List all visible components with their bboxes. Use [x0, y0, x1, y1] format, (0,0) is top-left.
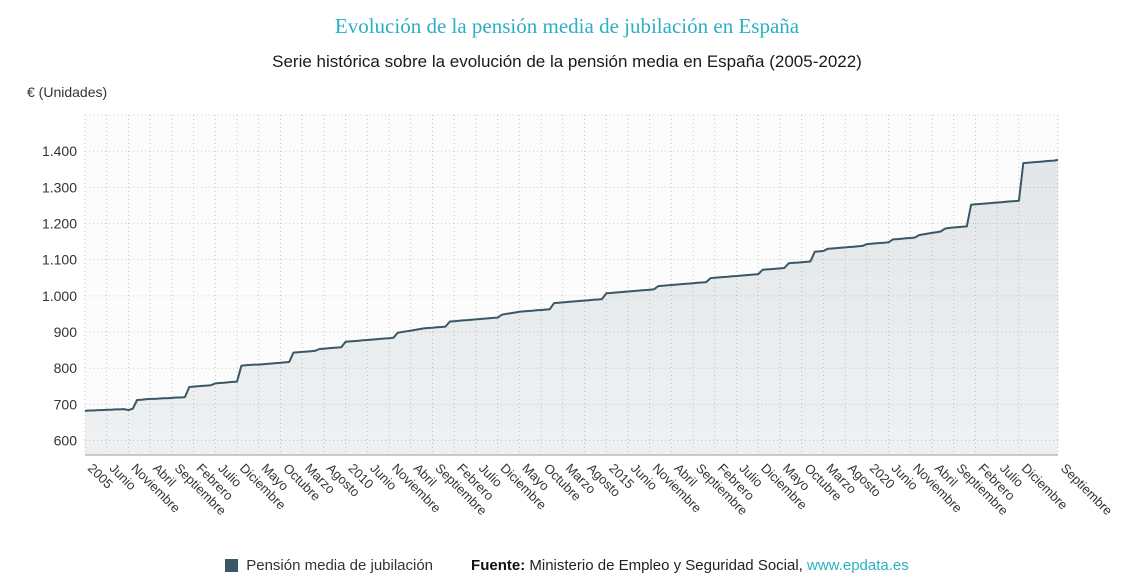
y-axis-label: 1.300 — [42, 179, 77, 195]
source-attribution: Fuente: Ministerio de Empleo y Seguridad… — [471, 557, 909, 574]
y-axis-label: 700 — [54, 396, 78, 412]
y-axis-label: 1.200 — [42, 216, 77, 232]
legend-label: Pensión media de jubilación — [246, 557, 434, 574]
source-link[interactable]: www.epdata.es — [807, 557, 909, 574]
y-axis-label: 1.400 — [42, 143, 77, 159]
chart-subtitle: Serie histórica sobre la evolución de la… — [272, 52, 862, 71]
x-axis-label: Septiembre — [1058, 461, 1116, 519]
legend-swatch — [225, 559, 239, 572]
y-axis-unit-label: € (Unidades) — [27, 84, 108, 100]
y-axis-label: 600 — [54, 433, 78, 449]
source-text: Ministerio de Empleo y Seguridad Social, — [525, 557, 808, 574]
y-axis-label: 1.100 — [42, 252, 77, 268]
chart-footer: Pensión media de jubilación Fuente: Mini… — [0, 557, 1134, 574]
source-label: Fuente: — [471, 557, 526, 574]
series-area-fill — [85, 159, 1058, 455]
series-line — [84, 158, 1059, 412]
y-axis-label: 800 — [54, 360, 78, 376]
legend-item-pension[interactable]: Pensión media de jubilación — [225, 557, 433, 574]
y-axis-label: 900 — [54, 324, 78, 340]
y-axis-label: 1.000 — [42, 288, 77, 304]
chart-title: Evolución de la pensión media de jubilac… — [334, 14, 800, 38]
